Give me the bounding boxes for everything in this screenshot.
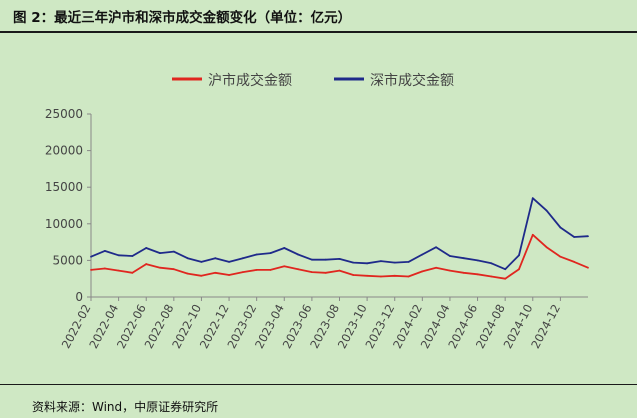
data-point-sh [324, 271, 327, 274]
data-point-sh [338, 269, 341, 272]
data-point-sz [559, 226, 562, 229]
data-point-sh [310, 271, 313, 274]
data-point-sh [117, 269, 120, 272]
data-point-sz [241, 257, 244, 260]
data-point-sh [518, 268, 520, 271]
y-tick-label: 15000 [45, 180, 83, 194]
data-point-sh [241, 271, 244, 274]
data-point-sh [573, 260, 576, 263]
data-point-sz [393, 261, 396, 264]
axes [90, 114, 588, 298]
data-point-sz [366, 262, 369, 265]
data-point-sh [186, 272, 189, 275]
data-point-sh [435, 266, 438, 269]
y-tick-label: 25000 [45, 107, 83, 121]
data-point-sh [297, 268, 299, 271]
data-point-sh [407, 275, 410, 278]
data-point-sz [269, 252, 272, 254]
data-point-sz [255, 253, 258, 256]
data-point-sz [117, 254, 120, 257]
data-point-sz [172, 250, 175, 253]
data-point-sz [476, 259, 479, 262]
source-note: 资料来源：Wind，中原证券研究所 [32, 400, 219, 414]
data-point-sh [228, 274, 230, 276]
data-point-sh [504, 277, 507, 280]
data-point-sz [214, 257, 217, 260]
data-point-sh [214, 271, 217, 274]
y-tick-label: 10000 [45, 217, 83, 231]
data-point-sh [159, 266, 161, 269]
data-point-sz [573, 236, 576, 238]
y-axis-ticks: 0 5000 10000 15000 20000 25000 [45, 107, 91, 304]
data-point-sh [352, 274, 355, 276]
y-tick-label: 20000 [45, 144, 83, 158]
data-point-sh [131, 271, 134, 274]
figure-title: 图 2：最近三年沪市和深市成交金额变化（单位：亿元） [13, 10, 352, 26]
data-point-sh [255, 269, 258, 271]
title-rule [0, 31, 637, 33]
footer-rule [0, 384, 637, 385]
data-point-sz [449, 255, 451, 257]
data-point-sz [131, 255, 134, 257]
data-point-sh [269, 269, 272, 271]
chart-legend: 沪市成交金额 深市成交金额 [172, 72, 454, 89]
data-point-sz [338, 258, 341, 260]
data-point-sz [159, 252, 161, 254]
legend-label-sh: 沪市成交金额 [208, 72, 292, 89]
data-point-sz [103, 249, 106, 252]
data-point-sz [145, 247, 148, 249]
y-tick-label: 5000 [52, 253, 83, 267]
data-point-sh [462, 271, 465, 274]
x-axis-ticks: 2022-022022-042022-062022-082022-102022-… [59, 297, 563, 351]
data-point-sz [228, 260, 230, 263]
data-point-sh [366, 274, 369, 277]
data-point-sz [518, 254, 520, 257]
data-point-sz [324, 258, 327, 261]
data-point-sz [421, 253, 424, 256]
line-chart: 沪市成交金额 深市成交金额 0500010000150002000025000 … [45, 72, 589, 351]
data-point-sh [380, 275, 382, 278]
series-line-sh [90, 233, 589, 280]
data-point-sh [200, 274, 203, 277]
data-point-sh [559, 255, 562, 258]
data-point-sz [90, 255, 92, 258]
data-point-sz [352, 261, 355, 264]
data-point-sz [200, 260, 203, 263]
data-point-sh [476, 273, 479, 276]
data-point-sz [186, 257, 189, 260]
data-point-sz [407, 260, 410, 263]
data-point-sz [490, 262, 493, 265]
data-point-sh [449, 269, 451, 272]
data-point-sz [435, 246, 438, 249]
data-point-sh [393, 274, 396, 277]
data-point-sh [531, 233, 534, 236]
data-point-sz [380, 260, 382, 263]
data-point-sz [297, 253, 299, 256]
data-point-sh [587, 266, 589, 269]
data-point-sz [545, 209, 548, 212]
data-point-sh [283, 265, 286, 268]
y-tick-label: 0 [75, 290, 83, 304]
data-point-sz [531, 197, 534, 200]
series-lines [90, 197, 589, 280]
data-point-sh [145, 263, 148, 265]
data-point-sz [504, 268, 507, 271]
data-point-sh [490, 275, 493, 278]
data-point-sh [103, 267, 106, 270]
data-point-sz [462, 257, 465, 260]
legend-label-sz: 深市成交金额 [370, 72, 454, 89]
data-point-sh [421, 270, 424, 273]
data-point-sz [283, 247, 286, 249]
data-point-sz [310, 258, 313, 261]
data-point-sh [172, 268, 175, 271]
data-point-sh [90, 269, 92, 271]
data-point-sh [545, 246, 548, 249]
data-point-sz [587, 235, 589, 238]
